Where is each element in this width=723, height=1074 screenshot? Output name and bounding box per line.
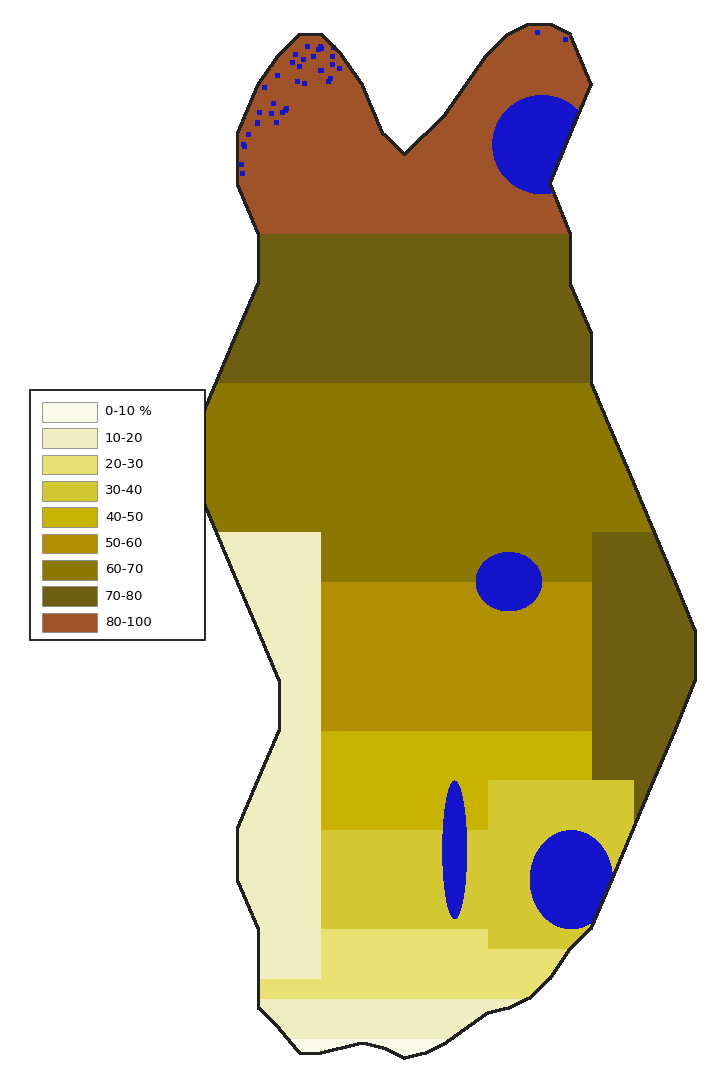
Text: 30-40: 30-40 [105,484,143,497]
Bar [42,481,97,500]
Bar [42,429,97,448]
Bar [42,507,97,527]
Text: 60-70: 60-70 [105,563,143,577]
Text: 50-60: 50-60 [105,537,143,550]
Bar [42,534,97,553]
Bar [42,560,97,580]
Text: 80-100: 80-100 [105,615,152,629]
Bar [30,390,205,640]
Bar [42,612,97,633]
Bar [42,586,97,606]
Bar [42,454,97,475]
Text: 20-30: 20-30 [105,458,143,471]
Bar [42,402,97,422]
Text: 10-20: 10-20 [105,432,143,445]
Text: 0-10 %: 0-10 % [105,405,152,419]
Text: 40-50: 40-50 [105,510,143,524]
Text: 70-80: 70-80 [105,590,143,603]
